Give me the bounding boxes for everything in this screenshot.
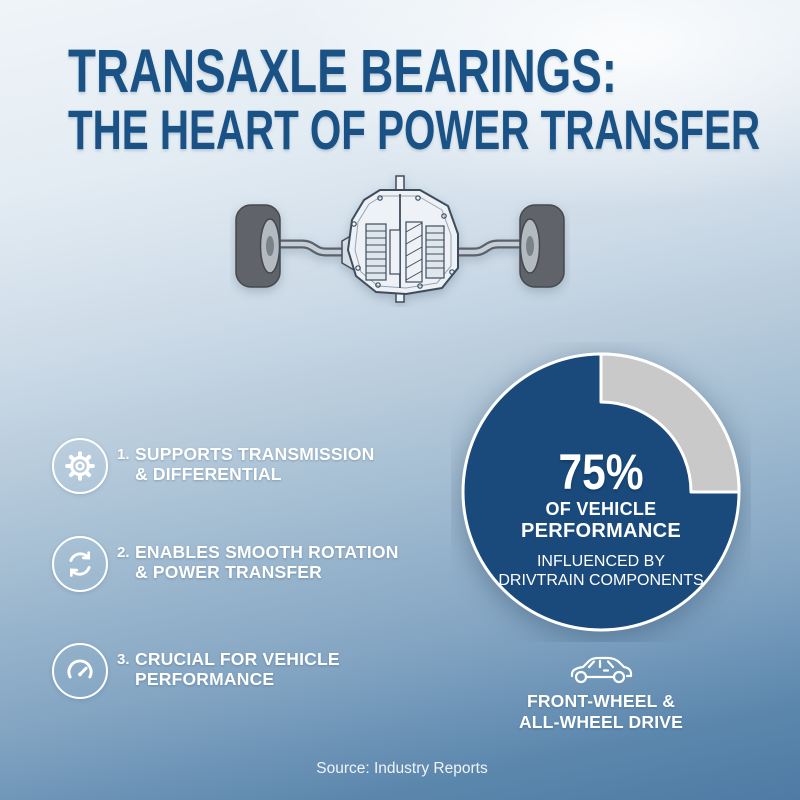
transaxle-illustration [235,175,565,303]
feature-3-number: 3. [117,651,130,668]
feature-3-circle [52,643,108,699]
donut-headline-line1: OF VEHICLE [545,499,657,519]
feature-1-text-line1: SUPPORTS TRANSMISSION [135,444,375,464]
donut-subline-2: DRIVTRAIN COMPONENTS [498,572,704,589]
gear-icon [65,451,95,481]
donut-center-label: 75% OF VEHICLE PERFORMANCE INFLUENCED BY… [461,444,741,590]
donut-headline-line2: PERFORMANCE [521,520,681,542]
feature-item-3: 3. CRUCIAL FOR VEHICLE PERFORMANCE [52,643,340,699]
page-title-line1: TRANSAXLE BEARINGS: [68,37,618,105]
feature-2-number: 2. [117,544,130,561]
donut-gray-slice [599,352,741,494]
feature-2-text-line1: ENABLES SMOOTH ROTATION [135,542,399,562]
car-icon [570,656,633,684]
feature-1-text-line2: & DIFFERENTIAL [135,464,282,484]
drive-types-line2: ALL-WHEEL DRIVE [518,712,684,732]
donut-percent-value: 75% [558,444,644,500]
feature-item-1: 1. SUPPORTS TRANSMISSION & DIFFERENTIAL [52,438,375,494]
drive-types-caption: FRONT-WHEEL & ALL-WHEEL DRIVE [460,691,742,733]
right-gear-stack [425,225,445,279]
feature-2-text-line2: & POWER TRANSFER [135,562,322,582]
feature-3-text-line2: PERFORMANCE [135,669,275,689]
housing-bolts [351,195,455,289]
feature-1-circle [52,438,108,494]
source-credit: Source: Industry Reports [316,760,488,777]
feature-3-text-line1: CRUCIAL FOR VEHICLE [135,649,340,669]
feature-item-2: 2. ENABLES SMOOTH ROTATION & POWER TRANS… [52,536,399,592]
center-coupling [405,221,423,283]
donut-subline-1: INFLUENCED BY [536,553,666,570]
left-gear-stack [365,223,387,281]
drive-types-line1: FRONT-WHEEL & [526,691,676,711]
feature-1-number: 1. [117,446,130,463]
donut-chart [461,352,741,632]
speedometer-icon [67,659,93,679]
feature-2-circle [52,536,108,592]
rotation-arrows-icon [69,551,91,577]
page-title-line2: THE HEART OF POWER TRANSFER [68,98,761,161]
